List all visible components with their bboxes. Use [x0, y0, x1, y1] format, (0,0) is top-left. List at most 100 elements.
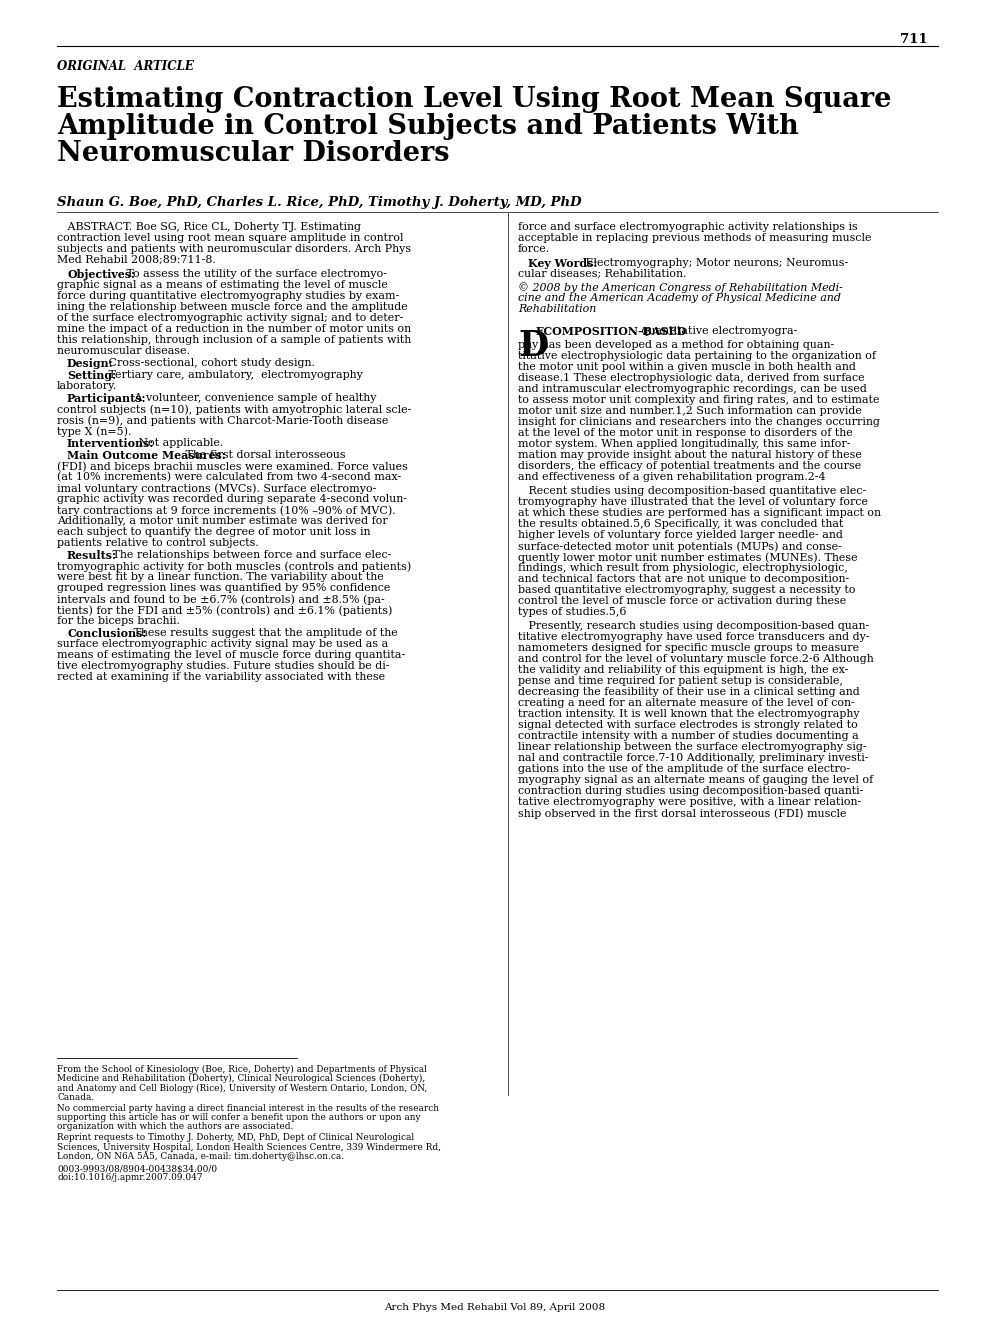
Text: of the surface electromyographic activity signal; and to deter-: of the surface electromyographic activit…: [57, 313, 403, 323]
Text: Reprint requests to Timothy J. Doherty, MD, PhD, Dept of Clinical Neurological: Reprint requests to Timothy J. Doherty, …: [57, 1134, 414, 1142]
Text: Cross-sectional, cohort study design.: Cross-sectional, cohort study design.: [105, 358, 315, 368]
Text: means of estimating the level of muscle force during quantita-: means of estimating the level of muscle …: [57, 649, 405, 660]
Text: and effectiveness of a given rehabilitation program.2-4: and effectiveness of a given rehabilitat…: [518, 473, 826, 482]
Text: rosis (n=9), and patients with Charcot-Marie-Tooth disease: rosis (n=9), and patients with Charcot-M…: [57, 414, 388, 425]
Text: cine and the American Academy of Physical Medicine and: cine and the American Academy of Physica…: [518, 293, 841, 304]
Text: Estimating Contraction Level Using Root Mean Square: Estimating Contraction Level Using Root …: [57, 86, 891, 114]
Text: mine the impact of a reduction in the number of motor units on: mine the impact of a reduction in the nu…: [57, 323, 411, 334]
Text: (at 10% increments) were calculated from two 4-second max-: (at 10% increments) were calculated from…: [57, 473, 401, 482]
Text: control the level of muscle force or activation during these: control the level of muscle force or act…: [518, 597, 846, 606]
Text: tative electromyography were positive, with a linear relation-: tative electromyography were positive, w…: [518, 797, 861, 807]
Text: Additionally, a motor unit number estimate was derived for: Additionally, a motor unit number estima…: [57, 516, 388, 525]
Text: traction intensity. It is well known that the electromyography: traction intensity. It is well known tha…: [518, 709, 859, 719]
Text: tary contractions at 9 force increments (10% –90% of MVC).: tary contractions at 9 force increments …: [57, 506, 396, 516]
Text: neuromuscular disease.: neuromuscular disease.: [57, 346, 190, 356]
Text: at the level of the motor unit in response to disorders of the: at the level of the motor unit in respon…: [518, 428, 852, 438]
Text: Presently, research studies using decomposition-based quan-: Presently, research studies using decomp…: [518, 620, 869, 631]
Text: Recent studies using decomposition-based quantitative elec-: Recent studies using decomposition-based…: [518, 486, 866, 496]
Text: organization with which the authors are associated.: organization with which the authors are …: [57, 1122, 293, 1131]
Text: Participants:: Participants:: [67, 393, 147, 404]
Text: surface-detected motor unit potentials (MUPs) and conse-: surface-detected motor unit potentials (…: [518, 541, 842, 552]
Text: Conclusions:: Conclusions:: [67, 628, 147, 639]
Text: types of studies.5,6: types of studies.5,6: [518, 607, 627, 616]
Text: From the School of Kinesiology (Boe, Rice, Doherty) and Departments of Physical: From the School of Kinesiology (Boe, Ric…: [57, 1065, 427, 1074]
Text: signal detected with surface electrodes is strongly related to: signal detected with surface electrodes …: [518, 719, 857, 730]
Text: Key Words:: Key Words:: [528, 257, 597, 269]
Text: the results obtained.5,6 Specifically, it was concluded that: the results obtained.5,6 Specifically, i…: [518, 519, 843, 529]
Text: tromyography have illustrated that the level of voluntary force: tromyography have illustrated that the l…: [518, 498, 868, 507]
Text: gations into the use of the amplitude of the surface electro-: gations into the use of the amplitude of…: [518, 764, 850, 774]
Text: grouped regression lines was quantified by 95% confidence: grouped regression lines was quantified …: [57, 583, 390, 593]
Text: patients relative to control subjects.: patients relative to control subjects.: [57, 539, 258, 548]
Text: cular diseases; Rehabilitation.: cular diseases; Rehabilitation.: [518, 269, 686, 279]
Text: motor unit size and number.1,2 Such information can provide: motor unit size and number.1,2 Such info…: [518, 407, 862, 416]
Text: motor system. When applied longitudinally, this same infor-: motor system. When applied longitudinall…: [518, 440, 850, 449]
Text: Design:: Design:: [67, 358, 114, 370]
Text: A volunteer, convenience sample of healthy: A volunteer, convenience sample of healt…: [131, 393, 376, 403]
Text: intervals and found to be ±6.7% (controls) and ±8.5% (pa-: intervals and found to be ±6.7% (control…: [57, 594, 385, 605]
Text: ship observed in the first dorsal interosseous (FDI) muscle: ship observed in the first dorsal intero…: [518, 808, 846, 818]
Text: D: D: [518, 329, 548, 363]
Text: Interventions:: Interventions:: [67, 438, 154, 449]
Text: for the biceps brachii.: for the biceps brachii.: [57, 616, 180, 626]
Text: To assess the utility of the surface electromyo-: To assess the utility of the surface ele…: [123, 269, 387, 279]
Text: titative electromyography have used force transducers and dy-: titative electromyography have used forc…: [518, 632, 869, 642]
Text: The relationships between force and surface elec-: The relationships between force and surf…: [109, 550, 391, 560]
Text: this relationship, through inclusion of a sample of patients with: this relationship, through inclusion of …: [57, 335, 411, 345]
Text: the motor unit pool within a given muscle in both health and: the motor unit pool within a given muscl…: [518, 362, 856, 372]
Text: higher levels of voluntary force yielded larger needle- and: higher levels of voluntary force yielded…: [518, 531, 842, 540]
Text: decreasing the feasibility of their use in a clinical setting and: decreasing the feasibility of their use …: [518, 686, 859, 697]
Text: tive electromyography studies. Future studies should be di-: tive electromyography studies. Future st…: [57, 661, 389, 671]
Text: type X (n=5).: type X (n=5).: [57, 426, 132, 437]
Text: linear relationship between the surface electromyography sig-: linear relationship between the surface …: [518, 742, 866, 752]
Text: pense and time required for patient setup is considerable,: pense and time required for patient setu…: [518, 676, 843, 686]
Text: namometers designed for specific muscle groups to measure: namometers designed for specific muscle …: [518, 643, 859, 653]
Text: mation may provide insight about the natural history of these: mation may provide insight about the nat…: [518, 450, 862, 459]
Text: Neuromuscular Disorders: Neuromuscular Disorders: [57, 140, 449, 168]
Text: supporting this article has or will confer a benefit upon the authors or upon an: supporting this article has or will conf…: [57, 1113, 421, 1122]
Text: to assess motor unit complexity and firing rates, and to estimate: to assess motor unit complexity and firi…: [518, 395, 879, 405]
Text: and control for the level of voluntary muscle force.2-6 Although: and control for the level of voluntary m…: [518, 653, 874, 664]
Text: acceptable in replacing previous methods of measuring muscle: acceptable in replacing previous methods…: [518, 234, 871, 243]
Text: London, ON N6A 5A5, Canada, e-mail: tim.doherty@lhsc.on.ca.: London, ON N6A 5A5, Canada, e-mail: tim.…: [57, 1152, 345, 1160]
Text: and technical factors that are not unique to decomposition-: and technical factors that are not uniqu…: [518, 574, 849, 583]
Text: insight for clinicians and researchers into the changes occurring: insight for clinicians and researchers i…: [518, 417, 880, 426]
Text: each subject to quantify the degree of motor unit loss in: each subject to quantify the degree of m…: [57, 527, 370, 537]
Text: ining the relationship between muscle force and the amplitude: ining the relationship between muscle fo…: [57, 302, 408, 312]
Text: nal and contractile force.7-10 Additionally, preliminary investi-: nal and contractile force.7-10 Additiona…: [518, 752, 868, 763]
Text: and intramuscular electromyographic recordings, can be used: and intramuscular electromyographic reco…: [518, 384, 867, 393]
Text: No commercial party having a direct financial interest in the results of the res: No commercial party having a direct fina…: [57, 1104, 439, 1113]
Text: Objectives:: Objectives:: [67, 269, 135, 280]
Text: Tertiary care, ambulatory,  electromyography: Tertiary care, ambulatory, electromyogra…: [105, 370, 363, 380]
Text: disorders, the efficacy of potential treatments and the course: disorders, the efficacy of potential tre…: [518, 461, 861, 471]
Text: quantitative electromyogra-: quantitative electromyogra-: [638, 326, 797, 337]
Text: myography signal as an alternate means of gauging the level of: myography signal as an alternate means o…: [518, 775, 873, 785]
Text: and Anatomy and Cell Biology (Rice), University of Western Ontario, London, ON,: and Anatomy and Cell Biology (Rice), Uni…: [57, 1084, 428, 1093]
Text: ABSTRACT. Boe SG, Rice CL, Doherty TJ. Estimating: ABSTRACT. Boe SG, Rice CL, Doherty TJ. E…: [57, 222, 361, 232]
Text: at which these studies are performed has a significant impact on: at which these studies are performed has…: [518, 508, 881, 517]
Text: ECOMPOSITION-BASED: ECOMPOSITION-BASED: [536, 326, 687, 337]
Text: Electromyography; Motor neurons; Neuromus-: Electromyography; Motor neurons; Neuromu…: [582, 257, 848, 268]
Text: control subjects (n=10), patients with amyotrophic lateral scle-: control subjects (n=10), patients with a…: [57, 404, 412, 414]
Text: titative electrophysiologic data pertaining to the organization of: titative electrophysiologic data pertain…: [518, 351, 876, 360]
Text: phy has been developed as a method for obtaining quan-: phy has been developed as a method for o…: [518, 341, 835, 350]
Text: 711: 711: [900, 33, 928, 46]
Text: Results:: Results:: [67, 550, 117, 561]
Text: Shaun G. Boe, PhD, Charles L. Rice, PhD, Timothy J. Doherty, MD, PhD: Shaun G. Boe, PhD, Charles L. Rice, PhD,…: [57, 195, 582, 209]
Text: © 2008 by the American Congress of Rehabilitation Medi-: © 2008 by the American Congress of Rehab…: [518, 282, 842, 293]
Text: 0003-9993/08/8904-00438$34.00/0: 0003-9993/08/8904-00438$34.00/0: [57, 1164, 217, 1173]
Text: contraction during studies using decomposition-based quanti-: contraction during studies using decompo…: [518, 785, 863, 796]
Text: tients) for the FDI and ±5% (controls) and ±6.1% (patients): tients) for the FDI and ±5% (controls) a…: [57, 605, 392, 615]
Text: the validity and reliability of this equipment is high, the ex-: the validity and reliability of this equ…: [518, 665, 848, 675]
Text: creating a need for an alternate measure of the level of con-: creating a need for an alternate measure…: [518, 698, 854, 708]
Text: findings, which result from physiologic, electrophysiologic,: findings, which result from physiologic,…: [518, 564, 847, 573]
Text: imal voluntary contractions (MVCs). Surface electromyo-: imal voluntary contractions (MVCs). Surf…: [57, 483, 376, 494]
Text: contraction level using root mean square amplitude in control: contraction level using root mean square…: [57, 234, 404, 243]
Text: ORIGINAL  ARTICLE: ORIGINAL ARTICLE: [57, 59, 194, 73]
Text: contractile intensity with a number of studies documenting a: contractile intensity with a number of s…: [518, 731, 858, 741]
Text: force.: force.: [518, 244, 550, 253]
Text: Sciences, University Hospital, London Health Sciences Centre, 339 Windermere Rd,: Sciences, University Hospital, London He…: [57, 1143, 441, 1151]
Text: surface electromyographic activity signal may be used as a: surface electromyographic activity signa…: [57, 639, 388, 649]
Text: Canada.: Canada.: [57, 1093, 94, 1102]
Text: These results suggest that the amplitude of the: These results suggest that the amplitude…: [130, 628, 398, 638]
